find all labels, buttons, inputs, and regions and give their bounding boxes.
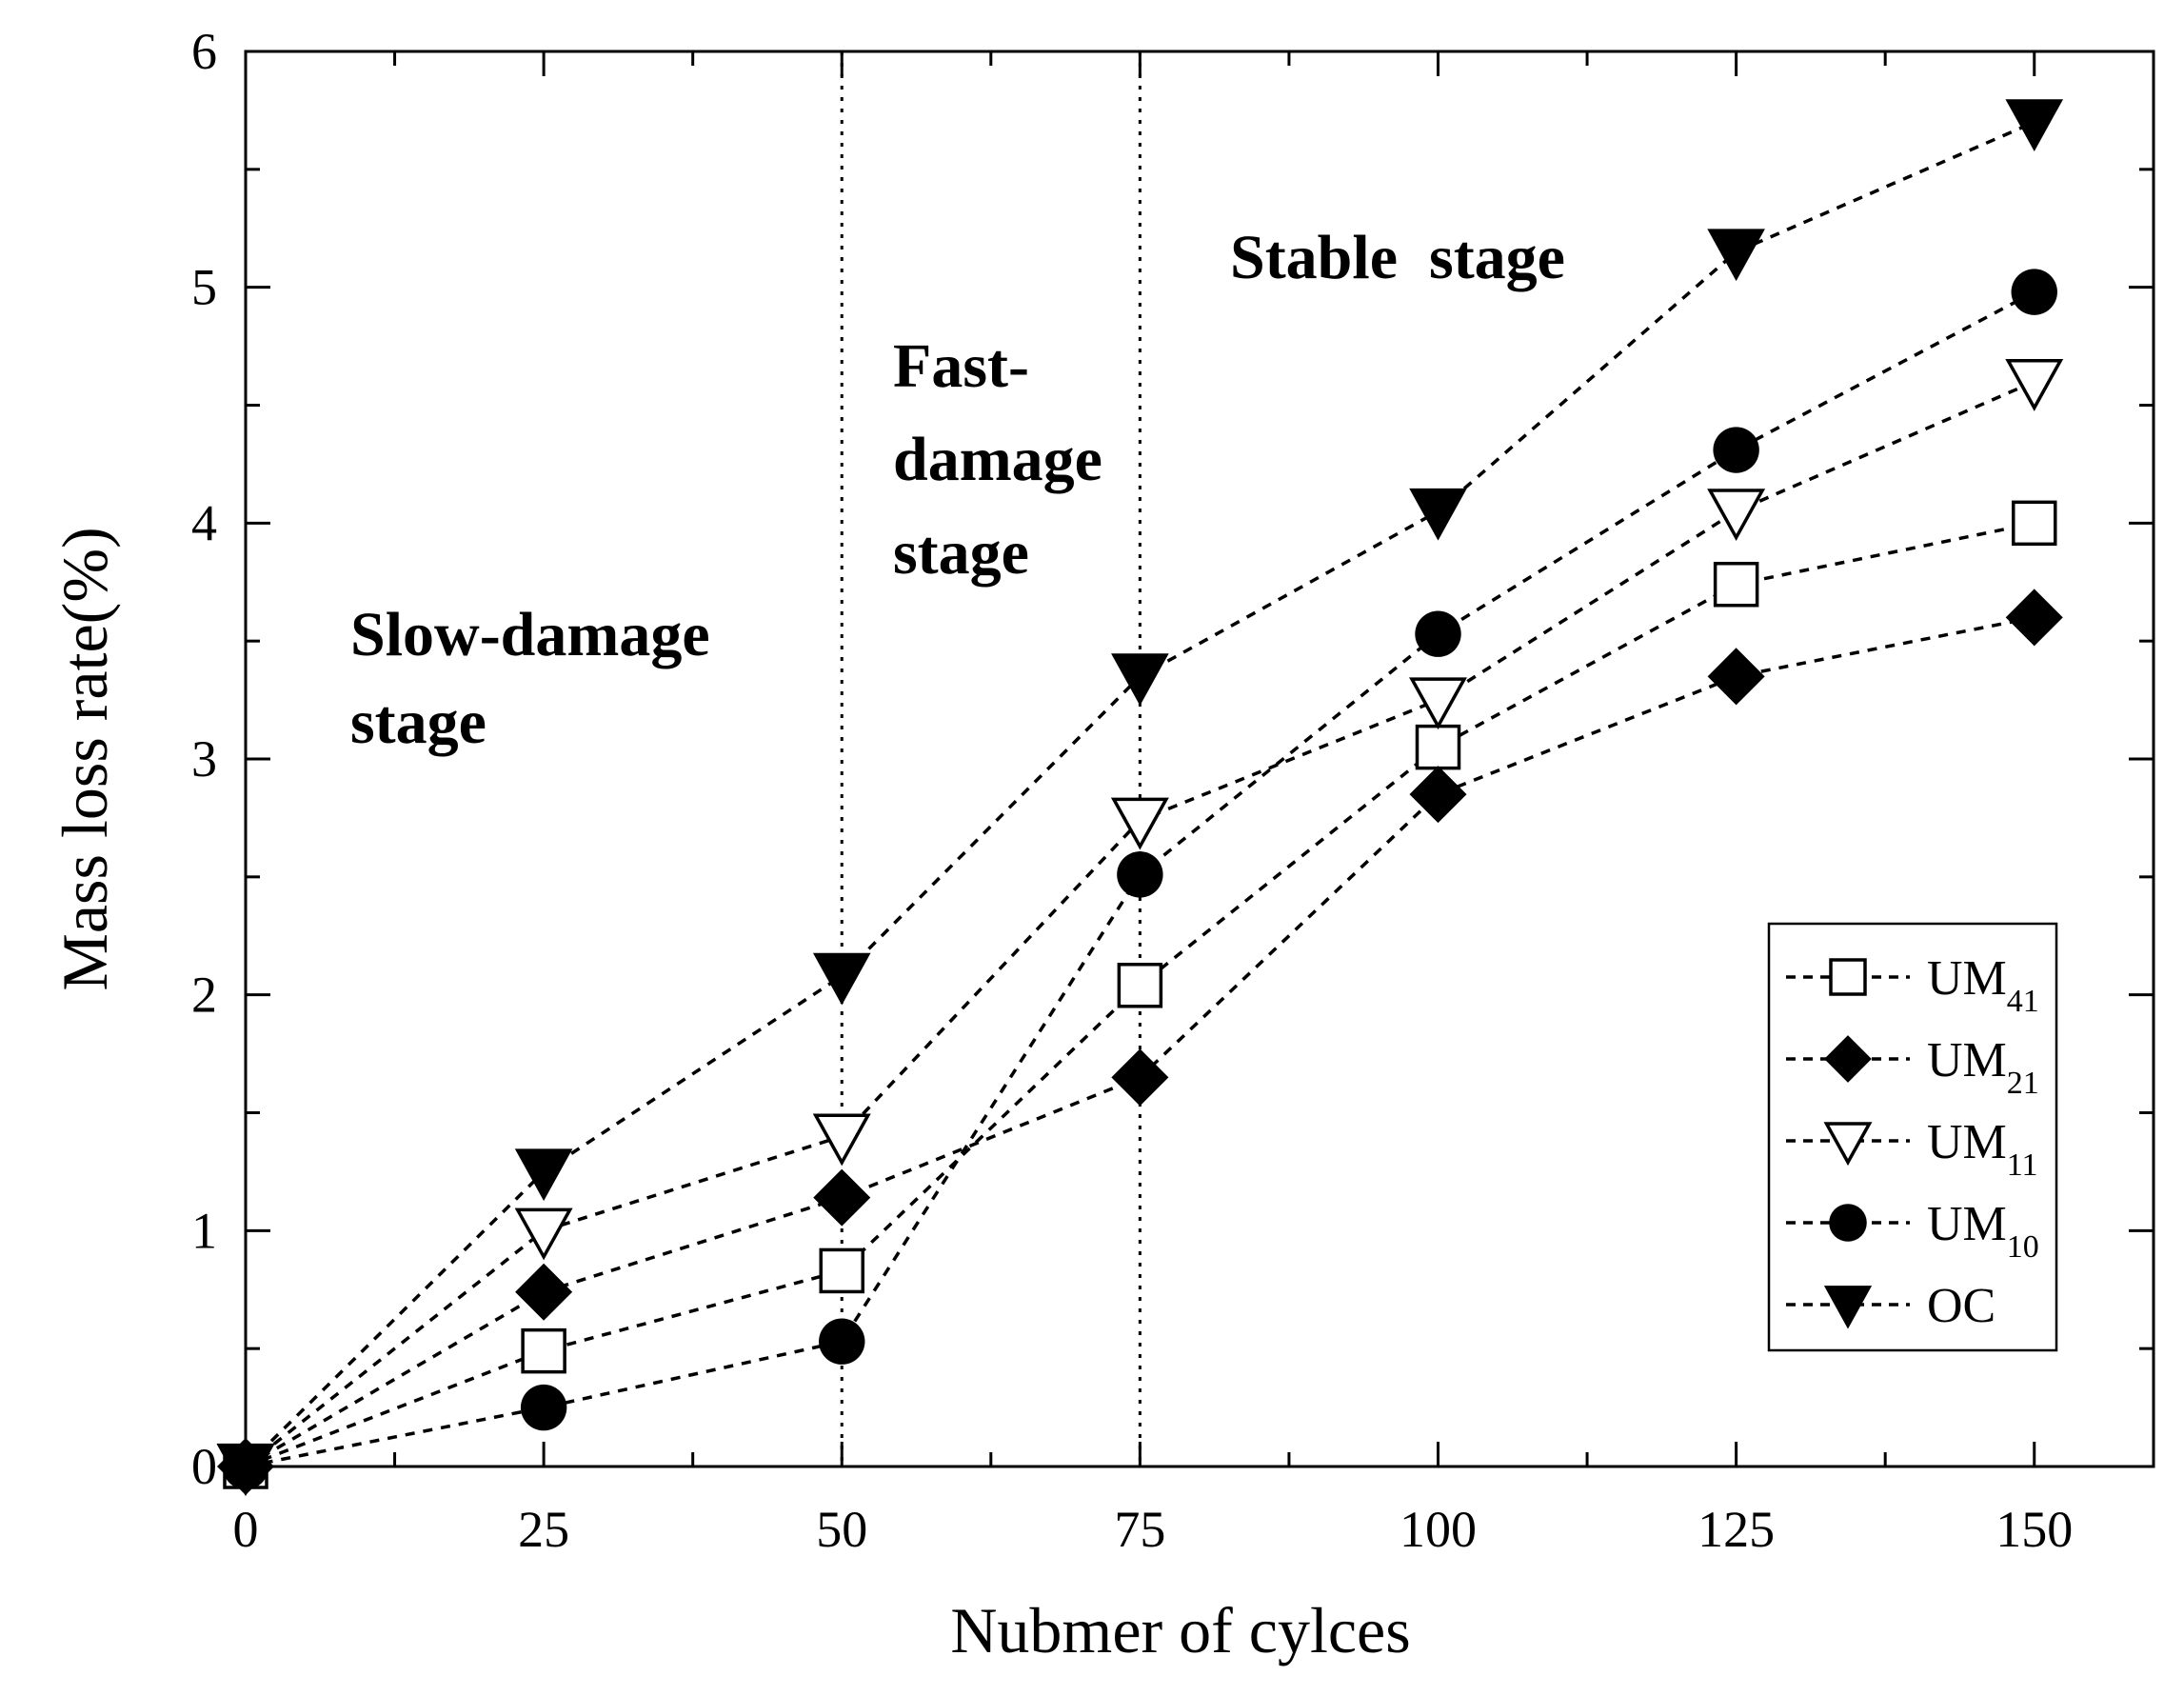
legend-label-base: UM — [1927, 1115, 2007, 1169]
x-tick-label: 150 — [1995, 1501, 2073, 1558]
data-point-um10 — [2011, 269, 2057, 315]
data-point-um11 — [1707, 489, 1766, 542]
legend-marker-um11 — [1823, 1122, 1873, 1167]
data-point-oc — [1409, 488, 1467, 541]
data-point-um21 — [813, 1168, 871, 1227]
legend-label: UM41 — [1927, 951, 2039, 1019]
data-point-um41 — [521, 1327, 566, 1374]
data-point-oc — [216, 1443, 275, 1496]
x-tick-label: 75 — [1114, 1501, 1165, 1558]
x-tick-label: 25 — [518, 1501, 569, 1558]
data-point-oc — [1111, 653, 1169, 706]
data-point-um11 — [514, 1207, 573, 1261]
stage-annotation: Fast- — [893, 331, 1029, 401]
legend-label: UM11 — [1927, 1115, 2038, 1183]
data-point-um11 — [2005, 358, 2064, 411]
legend-label-subscript: 10 — [2007, 1229, 2039, 1265]
data-point-oc — [1707, 229, 1765, 282]
data-point-um10 — [1415, 610, 1461, 657]
legend-marker-um10 — [1829, 1204, 1867, 1242]
data-point-um11 — [812, 1113, 871, 1167]
data-point-um41 — [1117, 963, 1163, 1008]
legend-label-base: UM — [1927, 1197, 2007, 1251]
x-tick-label: 50 — [816, 1501, 867, 1558]
data-point-um41 — [2012, 500, 2057, 547]
data-point-um41 — [1713, 561, 1759, 608]
legend-marker-um41 — [1829, 958, 1867, 996]
stage-annotation: Slow-damage — [350, 600, 710, 669]
y-tick-label: 6 — [191, 23, 217, 80]
stage-annotation: stage — [893, 518, 1029, 588]
legend-box — [1767, 922, 2058, 1352]
stage-annotation: Stable stage — [1230, 223, 1565, 292]
data-point-um21 — [515, 1263, 573, 1321]
legend-label-base: OC — [1927, 1279, 1995, 1333]
y-tick-label: 3 — [191, 730, 217, 788]
series-line-um21 — [245, 615, 2035, 1468]
legend-marker-um21 — [1824, 1035, 1872, 1083]
y-tick-label: 4 — [191, 494, 217, 551]
y-tick-label: 2 — [191, 967, 217, 1024]
data-point-um21 — [1707, 648, 1765, 706]
y-tick-label: 5 — [191, 259, 217, 316]
x-tick-label: 100 — [1400, 1501, 1477, 1558]
data-point-um41 — [1415, 724, 1461, 770]
data-point-um21 — [1409, 766, 1467, 824]
data-point-um10 — [819, 1318, 865, 1365]
data-point-um10 — [520, 1384, 567, 1431]
data-point-um11 — [1110, 797, 1169, 850]
x-tick-label: 125 — [1698, 1501, 1775, 1558]
y-tick-label: 1 — [191, 1202, 217, 1259]
data-point-oc — [2005, 99, 2064, 151]
data-point-um21 — [1111, 1048, 1169, 1107]
legend-marker-oc — [1823, 1286, 1873, 1329]
data-point-um10 — [1117, 851, 1163, 898]
legend-label: UM21 — [1927, 1033, 2039, 1101]
legend-label-subscript: 11 — [2007, 1147, 2038, 1183]
data-point-um41 — [819, 1247, 864, 1294]
data-point-oc — [514, 1148, 573, 1202]
legend-label-subscript: 41 — [2007, 984, 2039, 1019]
stage-annotation: stage — [350, 688, 486, 757]
legend-label: UM10 — [1927, 1197, 2039, 1265]
data-point-oc — [812, 952, 871, 1006]
data-point-um11 — [1409, 677, 1467, 730]
legend-label-base: UM — [1927, 951, 2007, 1006]
legend-label-base: UM — [1927, 1033, 2007, 1087]
data-point-um10 — [1713, 427, 1759, 473]
legend-label: OC — [1927, 1279, 1995, 1333]
x-axis-title: Nubmer of cylces — [950, 1594, 1410, 1666]
y-tick-label: 0 — [191, 1438, 217, 1495]
stage-annotation: damage — [893, 425, 1102, 494]
y-axis-title: Mass loss rate(%) — [49, 527, 121, 990]
data-point-um21 — [2005, 589, 2063, 647]
x-tick-label: 0 — [233, 1501, 259, 1558]
legend-label-subscript: 21 — [2007, 1066, 2039, 1101]
